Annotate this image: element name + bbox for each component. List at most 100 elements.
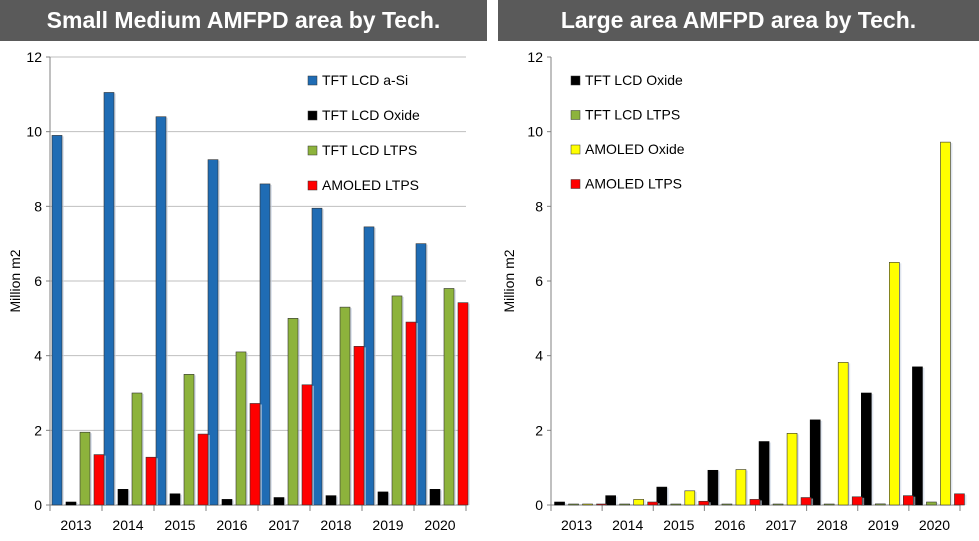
bar: [772, 503, 784, 506]
y-tick-label: 12: [527, 49, 543, 65]
bar: [169, 493, 181, 506]
chart-panel-large-area: Large area AMFPD area by Tech. 0 2 4 6 8 10 12…: [498, 0, 979, 541]
y-tick-label: 6: [535, 273, 543, 289]
x-tick-label: 2014: [112, 517, 143, 533]
legend-label: AMOLED LTPS: [322, 177, 419, 193]
x-tick-label: 2016: [714, 517, 745, 533]
bar: [954, 493, 965, 506]
x-tick-label: 2015: [663, 517, 694, 533]
bar: [554, 501, 565, 506]
bar: [749, 499, 761, 506]
bar: [377, 491, 389, 506]
bar: [656, 486, 668, 506]
bar: [582, 503, 593, 506]
legend-label: TFT LCD LTPS: [585, 107, 680, 123]
bar: [131, 392, 143, 506]
bar: [735, 469, 747, 506]
legend-swatch: [570, 144, 581, 155]
chart-title: Large area AMFPD area by Tech.: [498, 0, 979, 41]
bar: [249, 403, 261, 506]
bar: [568, 503, 579, 506]
bar: [311, 207, 323, 506]
bar: [940, 141, 951, 506]
x-tick-label: 2020: [919, 517, 950, 533]
bar: [325, 495, 337, 506]
bar: [684, 490, 696, 506]
legend-label: AMOLED Oxide: [585, 141, 685, 157]
y-axis-title: Million m2: [501, 249, 517, 312]
x-tick-label: 2014: [612, 517, 643, 533]
chart-title: Small Medium AMFPD area by Tech.: [0, 0, 487, 41]
bar: [800, 497, 812, 506]
legend-label: AMOLED LTPS: [585, 176, 682, 192]
y-tick-label: 4: [34, 348, 42, 364]
x-tick-label: 2013: [561, 517, 592, 533]
chart-svg: 0 2 4 6 8 10 12 2013 2014 2015 2016 2017 2018 2019 202…: [501, 49, 967, 533]
legend-swatch: [570, 179, 581, 189]
bar: [875, 503, 886, 506]
x-tick-label: 2013: [60, 517, 91, 533]
bar: [221, 499, 233, 506]
bar: [633, 499, 644, 506]
bar: [721, 503, 733, 506]
bar: [117, 489, 129, 506]
y-tick-label: 0: [34, 497, 42, 513]
bar: [912, 366, 923, 506]
bar: [405, 321, 417, 506]
legend-swatch: [570, 110, 581, 120]
bar: [809, 419, 821, 506]
bar: [93, 454, 105, 506]
bar: [155, 116, 167, 506]
legend-label: TFT LCD a-Si: [322, 72, 408, 88]
legend-label: TFT LCD Oxide: [585, 72, 683, 88]
x-tick-label: 2018: [320, 517, 351, 533]
bar: [596, 503, 607, 506]
bar: [273, 497, 285, 506]
y-tick-label: 8: [535, 198, 543, 214]
y-tick-label: 0: [535, 497, 543, 513]
bar: [851, 496, 863, 506]
bar: [65, 501, 77, 506]
y-tick-label: 8: [34, 198, 42, 214]
x-tick-label: 2016: [216, 517, 247, 533]
bar: [183, 374, 195, 506]
bar: [51, 135, 63, 506]
y-axis-title: Million m2: [7, 249, 23, 312]
bar: [647, 501, 658, 506]
bar: [353, 346, 365, 506]
x-tick-label: 2019: [372, 517, 403, 533]
legend-swatch: [307, 75, 318, 86]
bar: [259, 183, 271, 506]
x-tick-label: 2019: [868, 517, 899, 533]
bar: [457, 302, 469, 506]
chart-panel-small-medium: Small Medium AMFPD area by Tech. 0 2 4 6 8 10…: [0, 0, 487, 541]
bar: [339, 306, 351, 506]
bar: [391, 295, 403, 506]
y-tick-label: 6: [34, 273, 42, 289]
y-tick-label: 10: [26, 124, 42, 140]
y-tick-label: 12: [26, 49, 42, 65]
x-tick-label: 2018: [817, 517, 848, 533]
x-tick-label: 2015: [164, 517, 195, 533]
bar: [429, 489, 441, 506]
bar: [707, 469, 719, 506]
bar: [301, 384, 313, 506]
x-tick-label: 2017: [765, 517, 796, 533]
bar: [207, 159, 219, 506]
bar: [235, 351, 247, 506]
bar: [926, 501, 937, 506]
legend-swatch: [307, 110, 318, 121]
bar: [619, 503, 630, 506]
bar: [197, 433, 209, 506]
bar: [837, 362, 849, 506]
legend-label: TFT LCD Oxide: [322, 107, 420, 123]
bar: [861, 392, 872, 506]
legend-swatch: [307, 145, 318, 156]
bar: [823, 503, 835, 506]
chart-svg: 0 2 4 6 8 10 12 2013 2014 2015 2016 2017 2018 2019 202…: [7, 49, 470, 533]
bar: [443, 288, 455, 506]
bar: [103, 92, 115, 506]
y-tick-label: 2: [535, 422, 543, 438]
legend-swatch: [570, 75, 581, 86]
bar: [758, 441, 770, 506]
